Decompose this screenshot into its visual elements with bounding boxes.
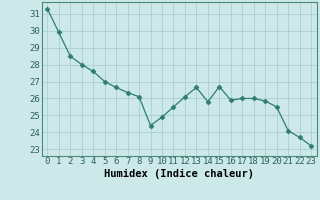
X-axis label: Humidex (Indice chaleur): Humidex (Indice chaleur) — [104, 169, 254, 179]
